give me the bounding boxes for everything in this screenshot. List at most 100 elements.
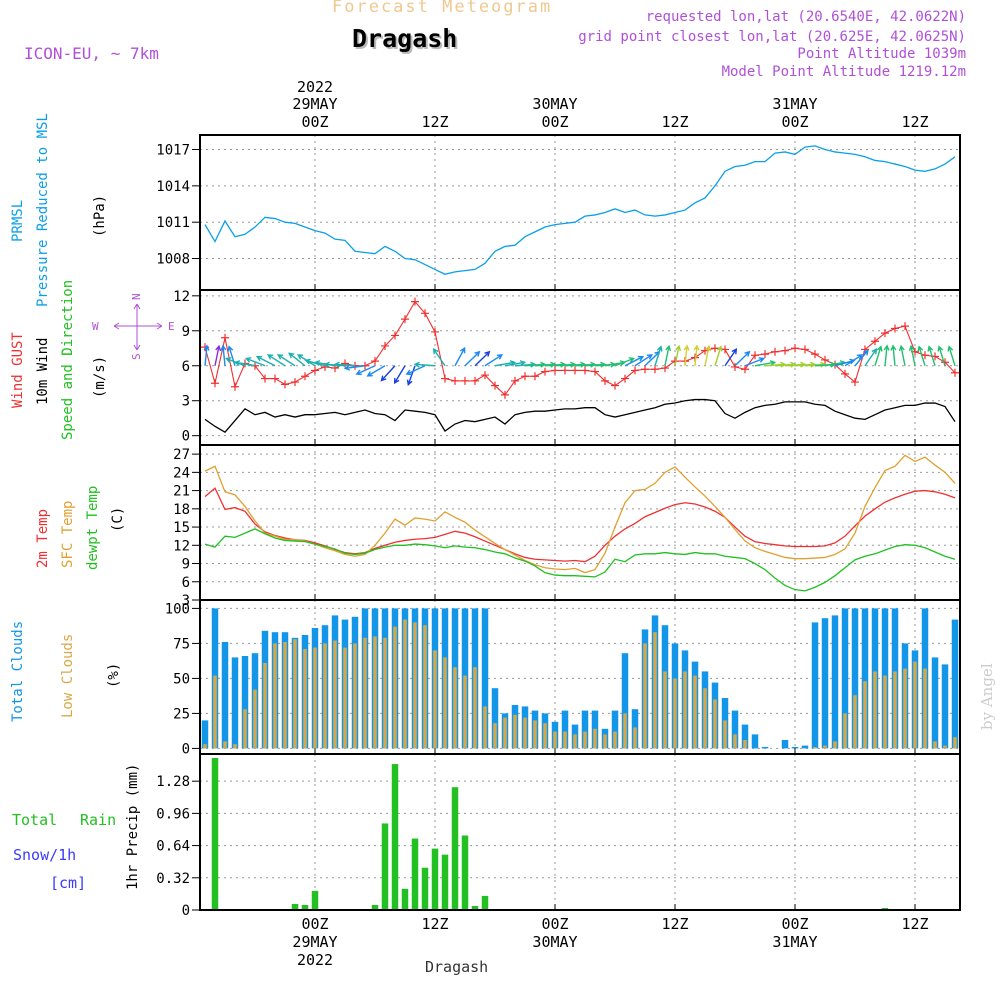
wind-direction-arrow [844, 354, 864, 367]
sfc-temp-line [204, 454, 956, 574]
gust-marker [521, 372, 529, 381]
precip-bar [311, 890, 319, 910]
y-tick-label: 24 [173, 465, 190, 481]
low-cloud-bar [573, 734, 577, 749]
gust-marker [231, 382, 239, 391]
wind-direction-arrow [333, 361, 356, 368]
wind-unit: (m/s) [92, 356, 108, 398]
compass-east: E [168, 320, 175, 333]
low-cloud-bar [363, 637, 367, 749]
y-tick-label: 27 [173, 447, 190, 463]
low-cloud-bar [613, 731, 617, 749]
wind-direction-arrow [744, 357, 766, 367]
low-cloud-bar [723, 720, 727, 749]
low-cloud-bar [913, 661, 917, 749]
low-cloud-bar [893, 671, 897, 749]
wind-direction-arrow [624, 355, 645, 367]
wind-direction-arrow [854, 349, 869, 367]
low-cloud-bar [923, 668, 927, 749]
total-cloud-bar [231, 657, 239, 749]
y-tick-label: 75 [173, 636, 190, 652]
precip-bar [301, 904, 309, 910]
gust-marker [761, 350, 769, 359]
wind-direction-arrow [413, 361, 436, 368]
wind-direction-arrow [343, 364, 366, 371]
gust-marker [341, 359, 349, 368]
y-tick-label: 1008 [156, 252, 190, 268]
total-clouds-label: Total Clouds [10, 621, 26, 722]
wind-direction-label: Speed and Direction [60, 280, 76, 440]
gust-marker [291, 378, 299, 387]
low-cloud-bar [473, 667, 477, 749]
low-cloud-bar [383, 637, 387, 749]
low-cloud-bar [633, 727, 637, 749]
low-cloud-bar [403, 619, 407, 749]
wind-gust-line [204, 300, 956, 396]
low-cloud-bar [393, 626, 397, 749]
precip-bar [451, 787, 459, 910]
gust-marker [721, 345, 729, 354]
total-cloud-bar [741, 724, 749, 749]
gust-marker [871, 337, 879, 346]
compass-rose [113, 303, 163, 351]
low-cloud-bar [203, 744, 207, 749]
total-cloud-bar [791, 747, 799, 749]
low-cloud-bar [833, 741, 837, 749]
low-cloud-bar [333, 640, 337, 749]
low-cloud-bar [303, 649, 307, 749]
low-cloud-bar [243, 709, 247, 749]
precip-bar [371, 904, 379, 910]
y-tick-label: 1011 [156, 215, 190, 231]
y-tick-label: 25 [173, 706, 190, 722]
gust-marker [741, 365, 749, 374]
legend-total: Total [12, 811, 57, 829]
wind-gust-label: Wind GUST [10, 332, 26, 408]
requested-coords: requested lon,lat (20.6540E, 42.0622N) [645, 9, 966, 25]
top-time-label: 12Z [661, 113, 688, 131]
wind-speed-line [204, 398, 956, 434]
top-date-label: 31MAY [772, 95, 817, 113]
precip-bar [431, 848, 439, 910]
y-tick-label: 100 [165, 601, 190, 617]
precip-bar [421, 867, 429, 910]
low-cloud-bar [943, 745, 947, 749]
total-cloud-bar [841, 608, 849, 749]
gust-marker [281, 380, 289, 389]
bottom-time-label: 00Z [541, 915, 568, 933]
precip-bar [211, 758, 219, 910]
meteogram-title: Forecast Meteogram [332, 0, 553, 17]
wind-direction-arrow [214, 344, 222, 366]
wind-direction-arrow [276, 354, 296, 367]
gust-marker [751, 351, 759, 360]
top-time-label: 00Z [541, 113, 568, 131]
y-tick-label: 0.96 [156, 806, 190, 822]
top-time-label: 00Z [301, 113, 328, 131]
pressure-label: Pressure Reduced to MSL [35, 113, 51, 307]
gust-marker [651, 365, 659, 374]
legend-snow: Snow/1h [13, 846, 76, 864]
low-cloud-bar [443, 657, 447, 749]
gust-marker [591, 367, 599, 376]
gust-marker [491, 381, 499, 390]
gust-marker [441, 374, 449, 383]
y-tick-label: 9 [182, 557, 190, 573]
total-cloud-bar [731, 710, 739, 749]
location-title: Dragash [352, 24, 458, 53]
gust-marker [901, 322, 909, 331]
pressure-line [204, 145, 956, 275]
wind-direction-arrow [366, 365, 386, 377]
pressure-label: PRMSL [10, 200, 26, 242]
bottom-time-label: 00Z [781, 915, 808, 933]
y-tick-label: 1017 [156, 143, 190, 159]
wind-direction-arrow [674, 344, 682, 366]
gust-marker [401, 315, 409, 324]
panel-frame [199, 753, 961, 911]
low-cloud-bar [503, 717, 507, 749]
low-cloud-bar [583, 731, 587, 749]
gust-marker [611, 381, 619, 390]
wind-direction-arrow [683, 344, 690, 366]
low-cloud-bar [703, 688, 707, 749]
gust-marker [851, 378, 859, 387]
wind-direction-arrow [244, 357, 266, 367]
